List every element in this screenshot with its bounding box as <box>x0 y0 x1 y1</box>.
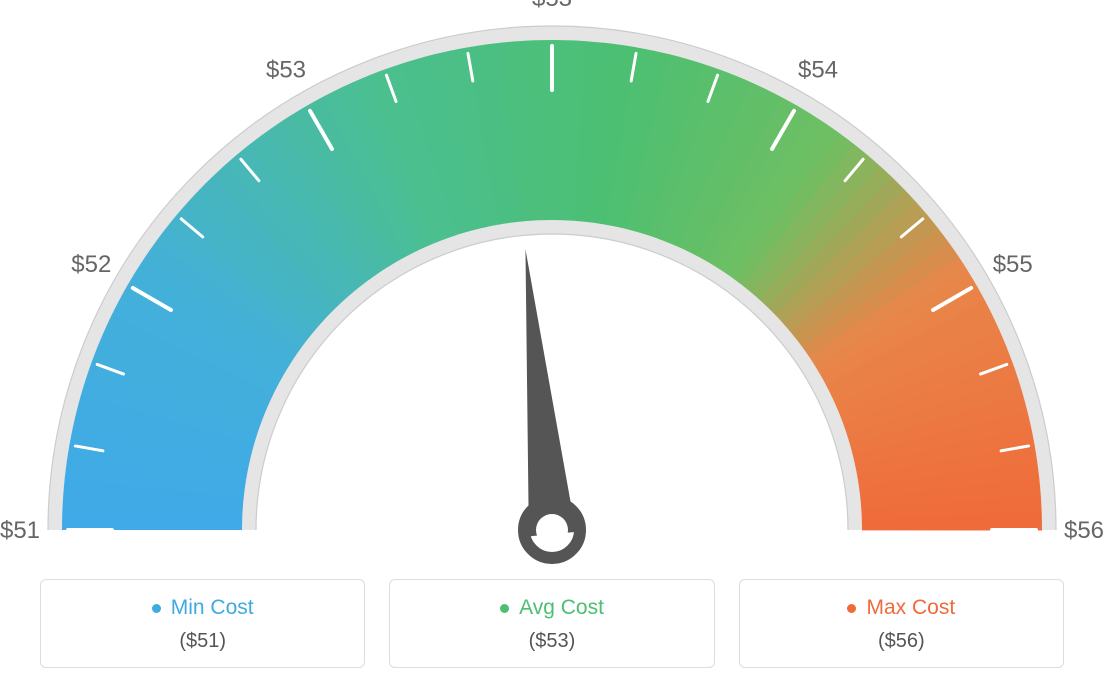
legend-max-value: ($56) <box>750 630 1053 653</box>
svg-text:$54: $54 <box>798 56 838 83</box>
svg-text:$56: $56 <box>1064 517 1104 544</box>
min-dot <box>152 604 161 613</box>
legend-min-label: Min Cost <box>171 596 254 620</box>
legend-avg-label: Avg Cost <box>519 596 604 620</box>
legend-avg-value: ($53) <box>400 630 703 653</box>
legend-min-card: Min Cost ($51) <box>40 579 365 668</box>
legend-row: Min Cost ($51) Avg Cost ($53) Max Cost (… <box>40 579 1064 668</box>
legend-max-card: Max Cost ($56) <box>739 579 1064 668</box>
svg-text:$53: $53 <box>532 0 572 12</box>
svg-text:$52: $52 <box>71 251 111 278</box>
avg-dot <box>500 604 509 613</box>
max-dot <box>847 604 856 613</box>
svg-text:$53: $53 <box>266 56 306 83</box>
svg-text:$55: $55 <box>993 251 1033 278</box>
legend-avg-card: Avg Cost ($53) <box>389 579 714 668</box>
cost-gauge-container: $51 $52 $53 $53 $54 $55 $56 Min Cost ($51) Avg… <box>0 0 1104 690</box>
svg-text:$51: $51 <box>0 517 40 544</box>
gauge-chart: $51 $52 $53 $53 $54 $55 $56 <box>0 0 1104 570</box>
legend-min-value: ($51) <box>51 630 354 653</box>
legend-max-label: Max Cost <box>866 596 955 620</box>
